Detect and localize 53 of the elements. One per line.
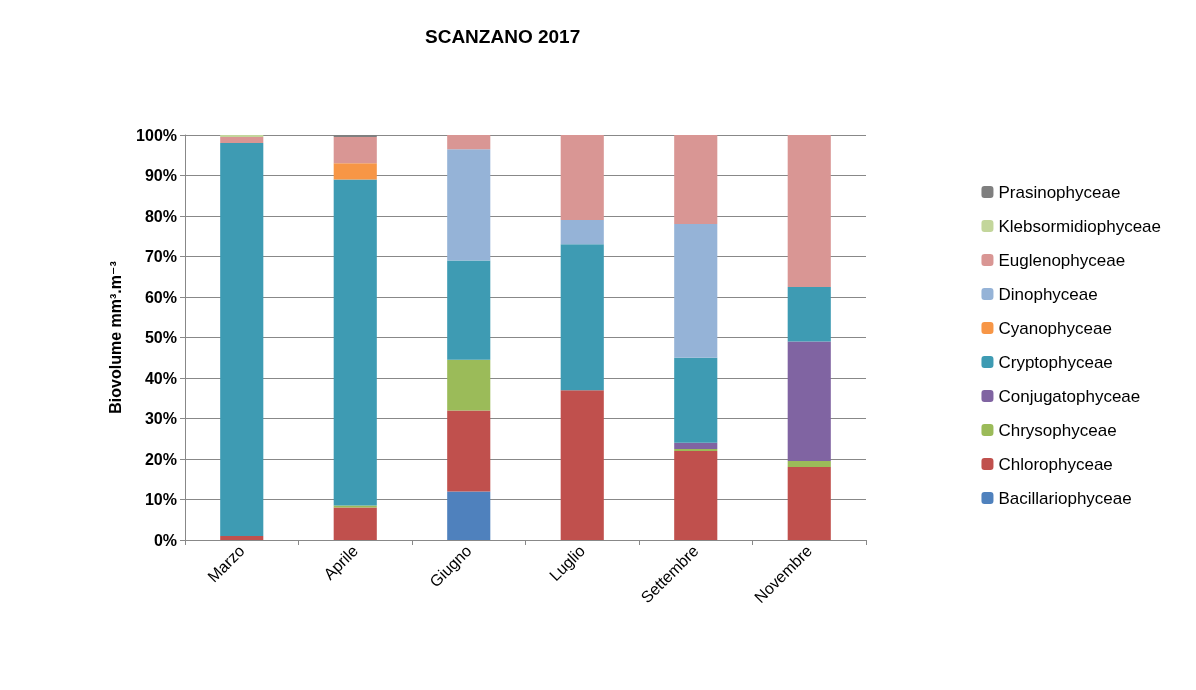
legend-label: Conjugatophyceae <box>998 386 1141 406</box>
bar <box>447 260 491 360</box>
y-tick-label: 50% <box>144 329 177 346</box>
bar <box>787 135 831 287</box>
bar <box>560 390 604 540</box>
bar <box>787 341 831 462</box>
bar <box>560 220 604 245</box>
bar <box>674 357 718 443</box>
legend-label: Cryptophyceae <box>998 352 1113 372</box>
bar <box>787 467 831 540</box>
bar <box>333 163 377 180</box>
bar <box>674 448 718 451</box>
chart-title: SCANZANO 2017 <box>425 26 581 47</box>
y-tick-label: 30% <box>144 410 177 427</box>
bar <box>333 505 377 508</box>
legend-label: Chrysophyceae <box>998 420 1117 440</box>
y-tick-label: 60% <box>144 288 177 306</box>
legend-label: Dinophyceae <box>998 284 1098 304</box>
bar <box>333 179 377 506</box>
y-tick-label: 70% <box>144 248 177 265</box>
bar <box>674 442 718 449</box>
bar <box>333 507 377 540</box>
legend-label: Prasinophyceae <box>998 182 1121 202</box>
bar <box>560 135 604 221</box>
bar <box>447 410 491 492</box>
bar <box>674 135 718 225</box>
bar <box>220 143 264 536</box>
bar <box>787 286 831 342</box>
legend-label: Chlorophyceae <box>998 454 1113 474</box>
bar <box>220 535 264 540</box>
bar <box>447 135 491 150</box>
y-tick-label: 0% <box>153 531 177 549</box>
legend-label: Cyanophyceae <box>998 318 1112 338</box>
bar <box>674 450 718 540</box>
bar <box>447 491 491 540</box>
bar <box>787 461 831 468</box>
y-tick-label: 10% <box>144 491 177 508</box>
y-tick-label: 90% <box>144 167 177 184</box>
y-tick-label: 100% <box>136 126 177 144</box>
bar <box>674 224 718 358</box>
y-axis-title: Biovolume mm³.m⁻³ <box>106 261 124 414</box>
y-tick-label: 40% <box>144 369 177 387</box>
bar <box>447 149 491 261</box>
legend-label: Klebsormidiophyceae <box>998 216 1162 236</box>
y-tick-label: 80% <box>144 207 177 225</box>
y-tick-label: 20% <box>144 450 177 468</box>
legend-label: Bacillariophyceae <box>998 488 1132 508</box>
legend-label: Euglenophyceae <box>998 250 1126 270</box>
bar <box>220 137 264 144</box>
bar <box>447 359 491 411</box>
bar <box>560 244 604 391</box>
bar <box>333 137 377 164</box>
bar <box>220 135 264 138</box>
